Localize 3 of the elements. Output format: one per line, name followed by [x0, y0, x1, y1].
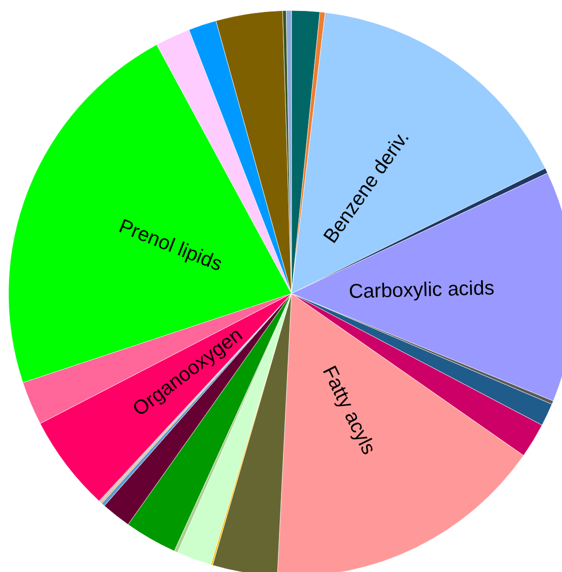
slice-label: Fatty acyls — [318, 362, 380, 458]
slice-label: Prenol lipids — [116, 215, 226, 276]
slice-label: Carboxylic acids — [348, 277, 495, 304]
